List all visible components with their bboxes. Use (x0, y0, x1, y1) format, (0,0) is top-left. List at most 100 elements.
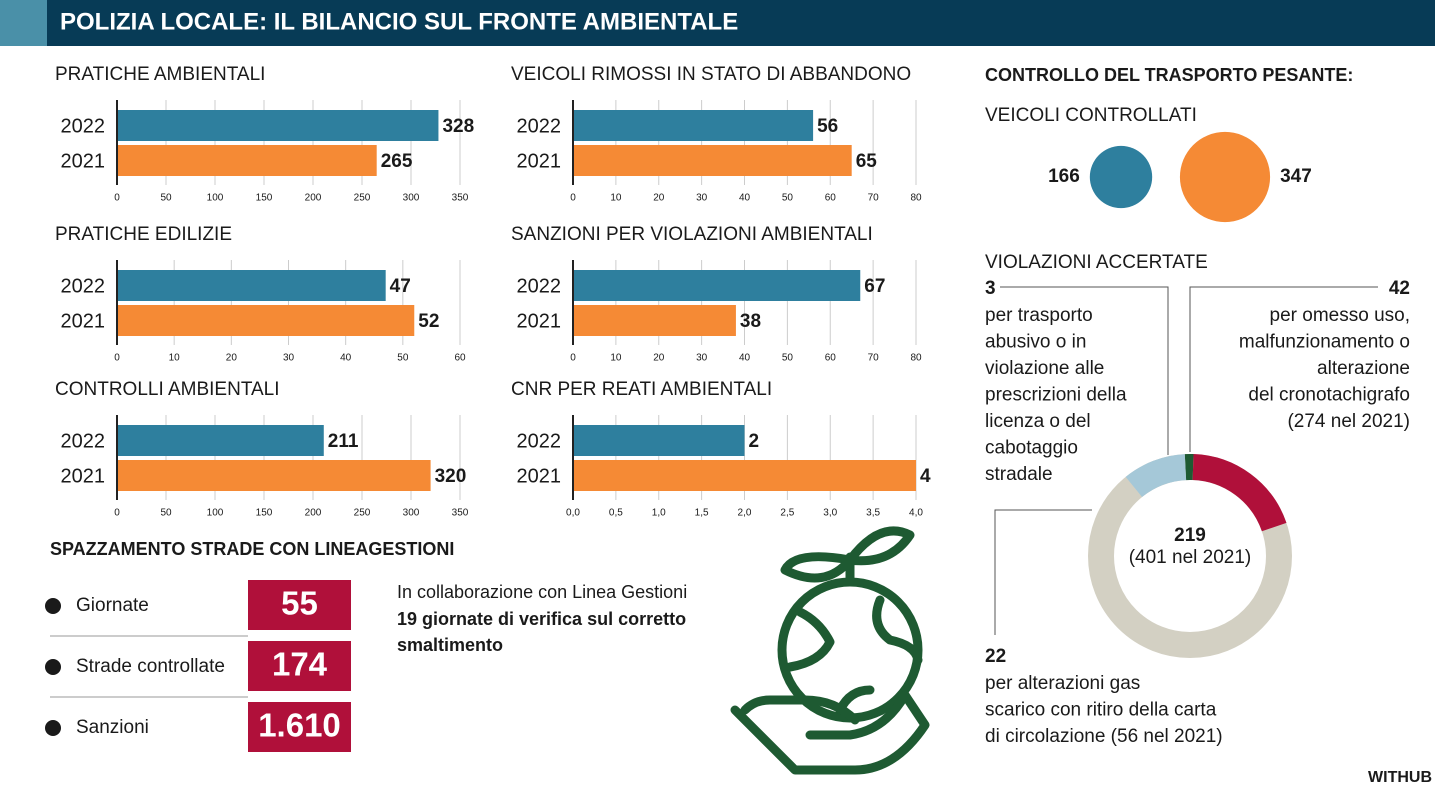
bullet (45, 659, 61, 675)
x-tick-label: 30 (283, 353, 295, 364)
x-tick-label: 60 (825, 353, 837, 364)
value-label: 52 (418, 311, 439, 332)
note: In collaborazione con Linea Gestioni (397, 582, 687, 602)
segment-description: per omesso uso, (1270, 305, 1410, 326)
value-box (248, 702, 351, 752)
chart-title: VEICOLI RIMOSSI IN STATO DI ABBANDONO (511, 64, 911, 85)
segment-description: (274 nel 2021) (1287, 411, 1410, 432)
x-tick-label: 20 (226, 353, 238, 364)
row-value: 174 (272, 646, 328, 683)
value-label: 320 (435, 466, 467, 487)
category-label: 2021 (517, 310, 562, 332)
leader-line (994, 509, 1092, 635)
row-label: Giornate (76, 595, 149, 616)
bar (117, 110, 439, 141)
segment-description: cabotaggio (985, 438, 1078, 459)
bullet (45, 598, 61, 614)
donut-segment (1192, 454, 1287, 532)
row-value: 1.610 (258, 707, 341, 744)
x-tick-label: 1,0 (652, 508, 666, 519)
value-label: 47 (390, 276, 411, 297)
segment-description: stradale (985, 464, 1053, 485)
header-square (0, 0, 47, 46)
x-tick-label: 30 (696, 353, 708, 364)
chart-title: PRATICHE EDILIZIE (55, 224, 232, 245)
category-label: 2022 (61, 115, 106, 137)
x-tick-label: 0 (114, 193, 120, 204)
x-tick-label: 0,5 (609, 508, 623, 519)
x-tick-label: 10 (610, 193, 622, 204)
x-tick-label: 80 (910, 353, 922, 364)
category-label: 2021 (517, 150, 562, 172)
category-label: 2022 (517, 275, 562, 297)
x-tick-label: 40 (739, 353, 751, 364)
value-label: 2 (749, 431, 760, 452)
section-title: CONTROLLO DEL TRASPORTO PESANTE: (985, 65, 1353, 85)
segment-description: scarico con ritiro della carta (985, 700, 1217, 721)
x-tick-label: 250 (354, 508, 371, 519)
bar (117, 305, 415, 336)
bar (573, 460, 916, 491)
x-tick-label: 50 (782, 353, 794, 364)
x-tick-label: 50 (397, 353, 409, 364)
segment-description: violazione alle (985, 358, 1104, 379)
x-tick-label: 2,5 (780, 508, 794, 519)
x-tick-label: 200 (305, 508, 322, 519)
value-box (248, 641, 351, 691)
x-tick-label: 1,5 (695, 508, 709, 519)
leader-line (1000, 286, 1169, 455)
segment-description: di circolazione (56 nel 2021) (985, 726, 1223, 747)
x-tick-label: 50 (782, 193, 794, 204)
x-tick-label: 350 (452, 508, 469, 519)
chart-title: VIOLAZIONI ACCERTATE (985, 252, 1208, 273)
x-tick-label: 40 (739, 193, 751, 204)
bar (117, 145, 377, 176)
bar (117, 460, 431, 491)
x-tick-label: 20 (653, 353, 665, 364)
page-title: POLIZIA LOCALE: IL BILANCIO SUL FRONTE A… (60, 8, 738, 35)
section-title: SPAZZAMENTO STRADE CON LINEAGESTIONI (50, 539, 454, 559)
x-tick-label: 150 (256, 193, 273, 204)
row-label: Sanzioni (76, 717, 149, 738)
value-box (248, 580, 351, 630)
x-tick-label: 3,0 (823, 508, 837, 519)
value-label: 328 (442, 116, 474, 137)
bar (573, 145, 852, 176)
bar (117, 425, 324, 456)
x-tick-label: 20 (653, 193, 665, 204)
category-label: 2021 (61, 150, 106, 172)
x-tick-label: 0 (114, 508, 120, 519)
x-tick-label: 0,0 (566, 508, 580, 519)
value-label: 265 (381, 151, 413, 172)
chart-title: CONTROLLI AMBIENTALI (55, 379, 280, 400)
x-tick-label: 60 (825, 193, 837, 204)
row-value: 55 (281, 585, 318, 622)
value-label: 67 (864, 276, 885, 297)
bar (573, 110, 814, 141)
bar (573, 270, 861, 301)
x-tick-label: 60 (454, 353, 466, 364)
x-tick-label: 30 (696, 193, 708, 204)
x-tick-label: 350 (452, 193, 469, 204)
segment-description: malfunzionamento o (1239, 332, 1410, 353)
x-tick-label: 300 (403, 508, 420, 519)
value-label: 166 (1048, 166, 1080, 187)
x-tick-label: 0 (570, 193, 576, 204)
source: WITHUB (1368, 769, 1432, 786)
x-tick-label: 0 (114, 353, 120, 364)
eco-icon (730, 526, 930, 775)
x-tick-label: 40 (340, 353, 352, 364)
chart-title: CNR PER REATI AMBIENTALI (511, 379, 772, 400)
category-label: 2022 (61, 430, 106, 452)
category-label: 2021 (61, 310, 106, 332)
segment-value: 3 (985, 278, 996, 299)
chart-subtitle: VEICOLI CONTROLLATI (985, 105, 1197, 126)
bubble (1089, 145, 1153, 209)
x-tick-label: 250 (354, 193, 371, 204)
x-tick-label: 70 (868, 193, 880, 204)
segment-value: 22 (985, 646, 1006, 667)
bar (117, 270, 386, 301)
category-label: 2021 (517, 465, 562, 487)
category-label: 2021 (61, 465, 106, 487)
x-tick-label: 100 (207, 508, 224, 519)
